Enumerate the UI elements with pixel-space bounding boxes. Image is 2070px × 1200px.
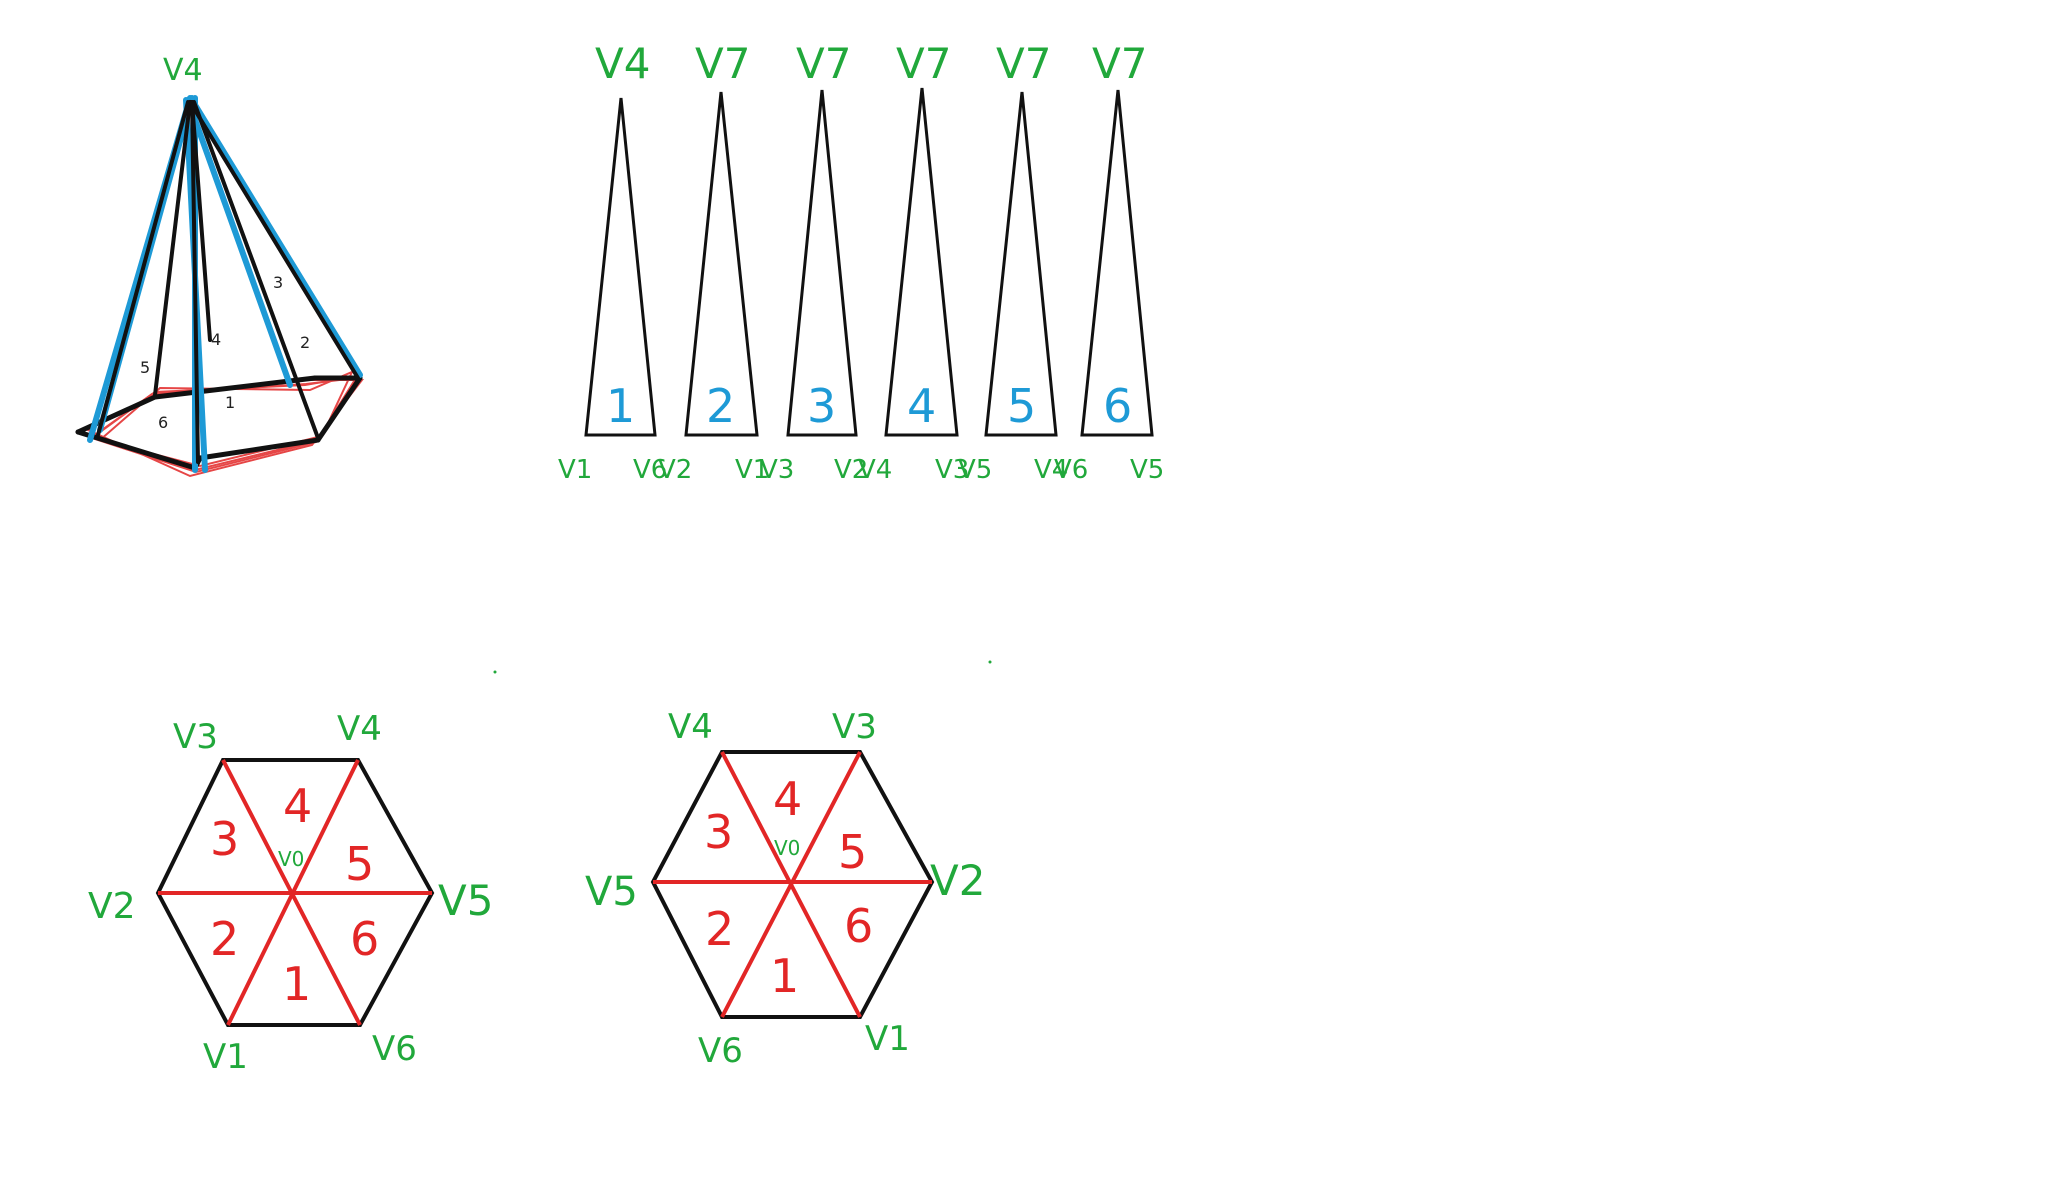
triangle-strip: 1 V4 V1 V6 2 V7 V2 V1 3 V7 V3 V2 4 V7 V4 V3 5 V7 V5 V4 6 V7 V6… [558, 39, 1164, 485]
hexagon-left-section-number: 3 [210, 812, 239, 866]
strip-base-left-label: V5 [958, 455, 992, 485]
hexagon-left-vertex-label: V4 [337, 709, 382, 749]
hexagon-right-section-number: 6 [844, 899, 873, 953]
strip-base-right-label: V1 [735, 455, 769, 485]
stray-dot [988, 660, 992, 664]
pyramid-sketch: 1 2 3 4 5 6 V4 [75, 53, 365, 478]
hexagon-right-vertex-label: V4 [668, 707, 713, 747]
strip-triangle [1080, 89, 1154, 437]
strip-base-right-label: V5 [1130, 455, 1164, 485]
hexagon-left-vertex-label: V5 [438, 876, 493, 925]
hexagon-left-section-number: 1 [282, 957, 311, 1011]
strip-base-right-label: V4 [1034, 455, 1068, 485]
hexagon-right-vertex-label: V2 [930, 856, 985, 905]
hexagon-right-section-number: 3 [704, 805, 733, 859]
pyramid-face-number: 4 [211, 330, 221, 349]
strip-base-left-label: V6 [1054, 455, 1088, 485]
hexagon-left-section-number: 5 [345, 837, 374, 891]
hexagon-left-vertex-label: V3 [173, 717, 218, 757]
strip-base-right-label: V2 [834, 455, 868, 485]
hexagon-right-section-number: 5 [838, 825, 867, 879]
hexagon-right-vertex-label: V5 [585, 869, 638, 915]
pyramid-face-number: 6 [158, 413, 168, 432]
hexagon-left-vertex-label: V1 [203, 1037, 248, 1077]
strip-triangle [684, 91, 759, 437]
pyramid-apex-label: V4 [163, 53, 203, 88]
strip-base-left-label: V3 [760, 455, 794, 485]
strip-triangle-number: 2 [706, 379, 735, 433]
hexagon-left-section-number: 4 [283, 779, 312, 833]
strip-triangle-number: 6 [1103, 379, 1132, 433]
hexagon-left-section-number: 2 [210, 912, 239, 966]
strip-base-left-label: V1 [558, 455, 592, 485]
strip-apex-label: V7 [896, 39, 951, 88]
pyramid-face-number: 5 [140, 358, 150, 377]
stray-dot [493, 670, 497, 674]
strip-triangle [786, 89, 858, 437]
strip-triangle [584, 97, 657, 437]
pyramid-face-number: 3 [273, 273, 283, 292]
hexagon-right: 3 4 5 6 1 2 V0 V4 V3 V2 V1 V6 V5 [585, 707, 985, 1071]
strip-apex-label: V7 [796, 39, 851, 88]
hexagon-right-section-number: 4 [773, 772, 802, 826]
hexagon-right-section-number: 1 [770, 949, 799, 1003]
strip-triangle [984, 91, 1058, 437]
strip-apex-label: V7 [996, 39, 1051, 88]
pyramid-face-number: 2 [300, 333, 310, 352]
hexagon-left: 3 4 5 6 1 2 V0 V3 V4 V5 V6 V1 V2 [88, 709, 493, 1077]
strip-triangle-number: 1 [606, 379, 635, 433]
hexagon-left-center-label: V0 [278, 847, 304, 871]
strip-apex-label: V7 [1092, 39, 1147, 88]
hexagon-left-vertex-label: V2 [88, 886, 136, 927]
strip-apex-label: V4 [595, 39, 650, 88]
strip-base-left-label: V2 [658, 455, 692, 485]
hexagon-right-vertex-label: V1 [865, 1019, 910, 1059]
strip-triangle-number: 4 [907, 379, 936, 433]
pyramid-face-number: 1 [225, 393, 235, 412]
hexagon-right-section-number: 2 [705, 902, 734, 956]
hexagon-right-diagonals [653, 751, 932, 1018]
strip-base-left-label: V4 [858, 455, 892, 485]
strip-base-right-label: V6 [633, 455, 667, 485]
hexagon-left-vertex-label: V6 [372, 1029, 417, 1069]
strip-triangle [884, 87, 959, 437]
hexagon-left-diagonals [158, 759, 432, 1026]
hexagon-left-section-number: 6 [350, 912, 379, 966]
hexagon-right-center-label: V0 [774, 836, 800, 860]
hexagon-right-vertex-label: V3 [832, 707, 877, 747]
strip-apex-label: V7 [695, 39, 750, 88]
strip-triangle-number: 3 [807, 379, 836, 433]
strip-base-right-label: V3 [935, 455, 969, 485]
hexagon-right-vertex-label: V6 [698, 1031, 743, 1071]
pyramid-side-edges-black [96, 100, 360, 464]
strip-triangle-number: 5 [1007, 379, 1036, 433]
